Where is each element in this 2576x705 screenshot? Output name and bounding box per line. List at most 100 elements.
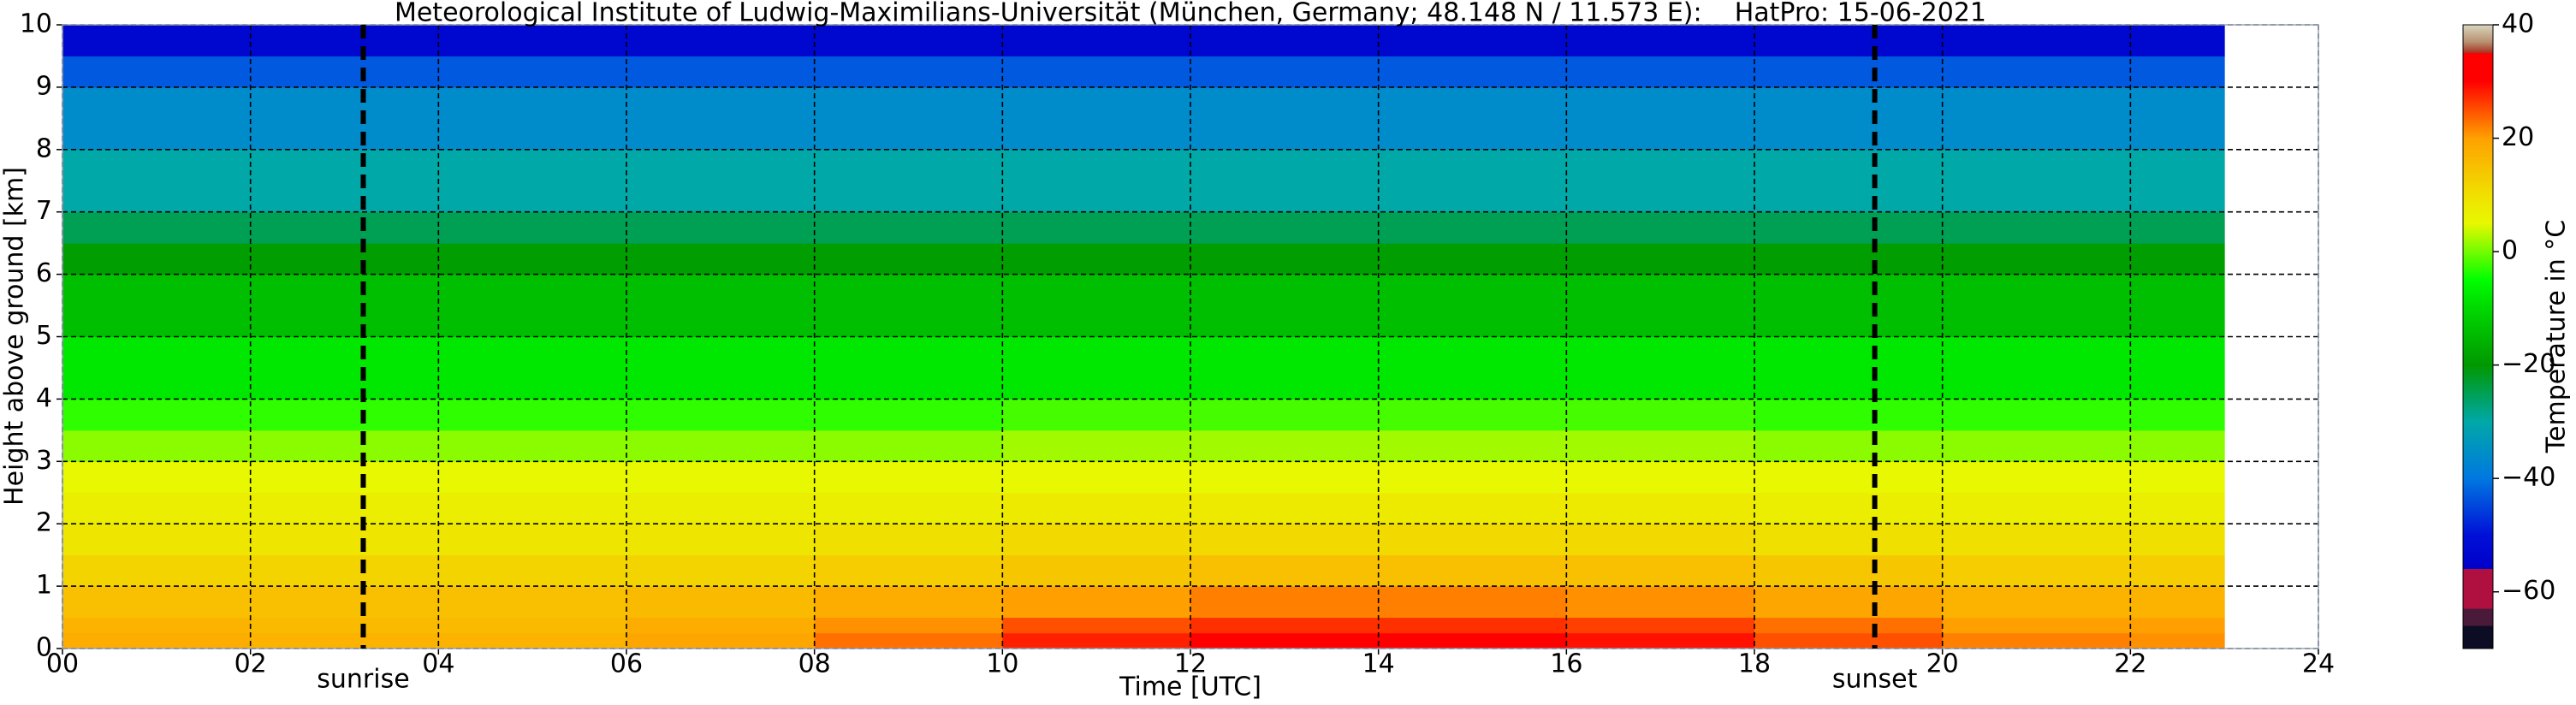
heatmap-cell: [1002, 586, 1191, 619]
heatmap-cell: [1378, 554, 1567, 587]
heatmap-cell: [1566, 243, 1755, 275]
heatmap-cell: [1002, 524, 1191, 556]
heatmap-cell: [1190, 336, 1380, 400]
x-tick-label: 22: [2114, 649, 2146, 679]
heatmap-cell: [1002, 56, 1191, 88]
heatmap-cell: [1566, 399, 1755, 431]
heatmap-cell: [1754, 586, 1944, 619]
heatmap-cell: [250, 274, 439, 337]
heatmap-cell: [1942, 336, 2131, 400]
heatmap-cell: [438, 461, 627, 494]
heatmap-cell: [626, 56, 816, 88]
colorbar-tick-label: 20: [2502, 122, 2534, 152]
heatmap-cell: [438, 336, 627, 400]
heatmap-cell: [626, 86, 816, 151]
y-tick-label: 8: [36, 133, 52, 163]
heatmap-cell: [2130, 632, 2225, 649]
heatmap-cell: [250, 149, 439, 213]
heatmap-cell: [438, 586, 627, 619]
heatmap-cell: [250, 56, 439, 88]
heatmap-cell: [438, 524, 627, 556]
heatmap-cell: [814, 617, 1003, 634]
heatmap-cell: [1754, 492, 1944, 524]
heatmap-cell: [1942, 274, 2131, 337]
x-tick-label: 24: [2302, 649, 2335, 679]
heatmap-cell: [626, 25, 816, 56]
heatmap-cell: [2130, 430, 2225, 462]
heatmap-cell: [62, 617, 252, 634]
heatmap-cell: [438, 56, 627, 88]
heatmap-cell: [1190, 86, 1380, 151]
heatmap-cell: [626, 524, 816, 556]
heatmap-cell: [814, 492, 1003, 524]
heatmap-cell: [438, 430, 627, 462]
heatmap-cell: [1190, 632, 1380, 649]
heatmap-cell: [250, 86, 439, 151]
heatmap-cell: [626, 430, 816, 462]
x-tick-label: 04: [422, 649, 454, 679]
heatmap-cell: [438, 211, 627, 244]
heatmap-cell: [62, 149, 252, 213]
heatmap-cell: [438, 149, 627, 213]
heatmap-cell: [1378, 149, 1567, 213]
heatmap-cell: [1002, 149, 1191, 213]
x-axis-label: Time [UTC]: [1119, 672, 1261, 702]
heatmap-cell: [814, 430, 1003, 462]
heatmap-cell: [2130, 399, 2225, 431]
heatmap-cell: [62, 554, 252, 587]
heatmap-cell: [1002, 86, 1191, 151]
heatmap-cell: [1378, 430, 1567, 462]
heatmap-cell: [1754, 56, 1944, 88]
heatmap-cell: [1942, 211, 2131, 244]
heatmap-cell: [1378, 274, 1567, 337]
heatmap-cell: [62, 274, 252, 337]
y-tick-label: 9: [36, 71, 52, 101]
heatmap-cell: [814, 25, 1003, 56]
heatmap-cell: [1002, 492, 1191, 524]
heatmap-cell: [1754, 617, 1944, 634]
heatmap-cell: [1566, 430, 1755, 462]
heatmap-cell: [626, 586, 816, 619]
y-tick-label: 5: [36, 321, 52, 351]
heatmap-cell: [814, 86, 1003, 151]
heatmap-cell: [626, 461, 816, 494]
heatmap-cell: [1002, 617, 1191, 634]
heatmap-cell: [814, 211, 1003, 244]
heatmap-cell: [2130, 617, 2225, 634]
x-tick-label: 10: [986, 649, 1018, 679]
heatmap-cell: [1002, 274, 1191, 337]
heatmap-cell: [250, 211, 439, 244]
heatmap-cell: [1754, 632, 1944, 649]
heatmap-cell: [438, 25, 627, 56]
heatmap-cell: [1378, 632, 1567, 649]
heatmap-cell: [1190, 524, 1380, 556]
heatmap-cell: [1002, 336, 1191, 400]
heatmap-cell: [62, 586, 252, 619]
heatmap-cell: [1002, 211, 1191, 244]
colorbar-label: Temperature in °C: [2542, 220, 2572, 453]
heatmap-cell: [1942, 25, 2131, 56]
heatmap-cell: [1566, 86, 1755, 151]
heatmap-cell: [2130, 211, 2225, 244]
heatmap-cell: [1002, 632, 1191, 649]
heatmap-cell: [1754, 430, 1944, 462]
heatmap-cell: [1190, 25, 1380, 56]
heatmap-cell: [1566, 211, 1755, 244]
heatmap-cell: [626, 492, 816, 524]
x-tick-label: 02: [234, 649, 267, 679]
heatmap-cell: [814, 56, 1003, 88]
heatmap-cell: [1378, 461, 1567, 494]
heatmap-cell: [1190, 149, 1380, 213]
heatmap-cell: [62, 492, 252, 524]
heatmap-cell: [814, 524, 1003, 556]
heatmap-cell: [438, 554, 627, 587]
heatmap-cell: [626, 211, 816, 244]
y-tick-label: 4: [36, 383, 52, 413]
heatmap-cell: [1566, 274, 1755, 337]
heatmap-cell: [1378, 586, 1567, 619]
heatmap-cell: [438, 617, 627, 634]
y-tick-label: 3: [36, 446, 52, 476]
chart-title: Meteorological Institute of Ludwig-Maxim…: [395, 0, 1986, 28]
heatmap-cell: [1942, 632, 2131, 649]
heatmap-cell: [1754, 149, 1944, 213]
